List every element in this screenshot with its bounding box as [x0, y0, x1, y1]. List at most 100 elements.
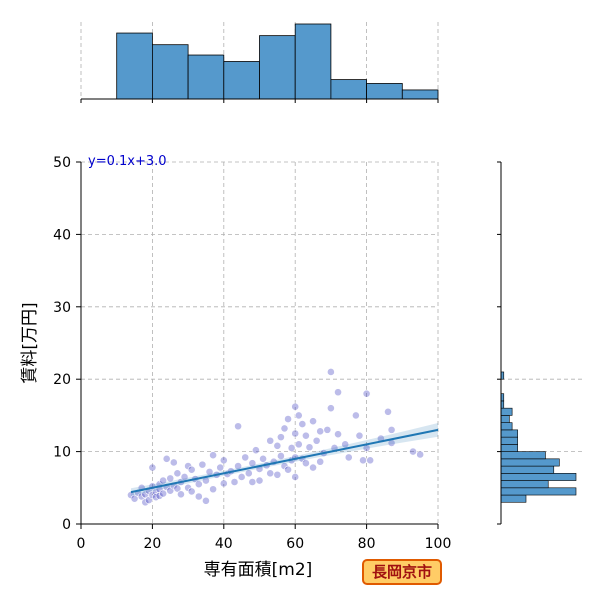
scatter-point	[366, 456, 375, 465]
top-hist-bar	[151, 44, 189, 100]
scatter-point	[159, 489, 168, 498]
scatter-point	[305, 443, 314, 452]
x-tick-label: 20	[143, 536, 161, 552]
right-hist-bar	[500, 436, 518, 445]
right-hist-bar	[500, 429, 518, 438]
x-tick-label: 40	[215, 536, 233, 552]
scatter-point	[291, 402, 300, 411]
scatter-point	[202, 496, 210, 505]
scatter-point	[309, 463, 317, 472]
scatter-point	[159, 476, 168, 485]
scatter-point	[273, 441, 282, 450]
scatter-point	[177, 490, 185, 499]
scatter-point	[351, 411, 360, 420]
x-tick-label: 60	[286, 536, 304, 552]
y-tick-label: 0	[62, 517, 71, 533]
scatter-point	[259, 454, 267, 463]
x-tick-label: 100	[425, 536, 452, 552]
scatter-point	[294, 411, 303, 420]
right-hist-bar	[500, 451, 546, 460]
scatter-point	[362, 389, 371, 398]
right-hist-bar	[500, 494, 527, 503]
scatter-point	[166, 474, 175, 483]
scatter-point	[409, 447, 417, 456]
axes: 0 20 40 60 80 100 0 10 20 30 40 50	[53, 155, 451, 552]
right-hist-bar	[500, 480, 549, 489]
scatter-point	[248, 478, 257, 486]
scatter-point	[187, 465, 196, 474]
top-hist-bar	[401, 89, 439, 100]
top-hist-bar	[366, 83, 403, 100]
scatter-point	[273, 470, 282, 479]
scatter-point	[266, 469, 275, 478]
top-hist-bar	[116, 32, 153, 100]
scatter-point	[277, 452, 285, 460]
confidence-band	[130, 423, 439, 497]
scatter-point	[216, 463, 225, 472]
top-hist-bar	[294, 23, 332, 100]
right-hist-bar	[500, 458, 560, 467]
scatter-point	[323, 425, 332, 434]
city-badge: 長岡京市	[362, 559, 442, 585]
scatter-point	[209, 451, 217, 460]
scatter-point	[230, 478, 239, 486]
scatter-point	[130, 494, 139, 503]
scatter-plot-area: 0 20 40 60 80 100 0 10 20 30 40 50 y=0.1x+3.0 専有面積[…	[20, 154, 451, 580]
scatter-point	[294, 440, 303, 449]
right-hist-bar	[500, 415, 510, 423]
scatter-point	[169, 458, 178, 467]
scatter-point	[173, 484, 182, 493]
scatter-point	[284, 465, 292, 474]
scatter-point	[198, 460, 207, 469]
scatter-point	[309, 417, 317, 426]
scatter-point	[326, 404, 335, 413]
scatter-point	[291, 429, 300, 438]
scatter-point	[255, 476, 264, 485]
top-hist-bar	[330, 79, 367, 100]
regression-line	[130, 428, 439, 494]
scatter-point	[316, 457, 325, 466]
scatter-point	[162, 454, 171, 463]
x-marginal-histogram	[80, 22, 439, 103]
right-hist-bar	[500, 422, 513, 431]
scatter-point	[219, 479, 228, 488]
scatter-point	[194, 492, 203, 501]
y-tick-label: 20	[53, 372, 71, 388]
y-tick-label: 30	[53, 300, 71, 316]
top-hist-bar	[187, 54, 225, 100]
scatter-point	[148, 463, 157, 472]
scatter-point	[334, 388, 342, 397]
scatter-point	[234, 422, 242, 431]
scatter-point	[387, 425, 396, 434]
scatter-point	[302, 459, 310, 468]
scatter-point	[277, 433, 285, 442]
scatter-point	[326, 368, 335, 376]
scatter-point	[287, 444, 296, 452]
scatter-point	[187, 487, 196, 496]
top-hist-bar	[223, 61, 260, 100]
right-hist-bar	[500, 473, 577, 481]
scatter-point	[344, 453, 353, 462]
scatter-point	[252, 446, 260, 455]
scatter-point	[237, 473, 246, 481]
scatter-point	[241, 453, 250, 462]
y-axis-label: 賃料[万円]	[20, 302, 40, 383]
scatter-point	[173, 469, 182, 478]
x-tick-label: 80	[358, 536, 376, 552]
scatter-point	[219, 456, 228, 465]
right-hist-bar	[500, 487, 577, 496]
y-tick-label: 40	[53, 227, 71, 243]
y-marginal-histogram	[497, 161, 582, 525]
scatter-point	[244, 469, 253, 478]
scatter-point	[316, 427, 325, 436]
regression-equation: y=0.1x+3.0	[88, 154, 167, 169]
y-tick-label: 50	[53, 155, 71, 171]
scatter-point	[334, 430, 342, 439]
scatter-point	[298, 420, 307, 428]
right-hist-bar	[500, 465, 555, 474]
right-hist-bar	[500, 444, 518, 452]
scatter-point	[284, 415, 292, 423]
y-tick-label: 10	[53, 445, 71, 461]
x-tick-label: 0	[77, 536, 86, 552]
